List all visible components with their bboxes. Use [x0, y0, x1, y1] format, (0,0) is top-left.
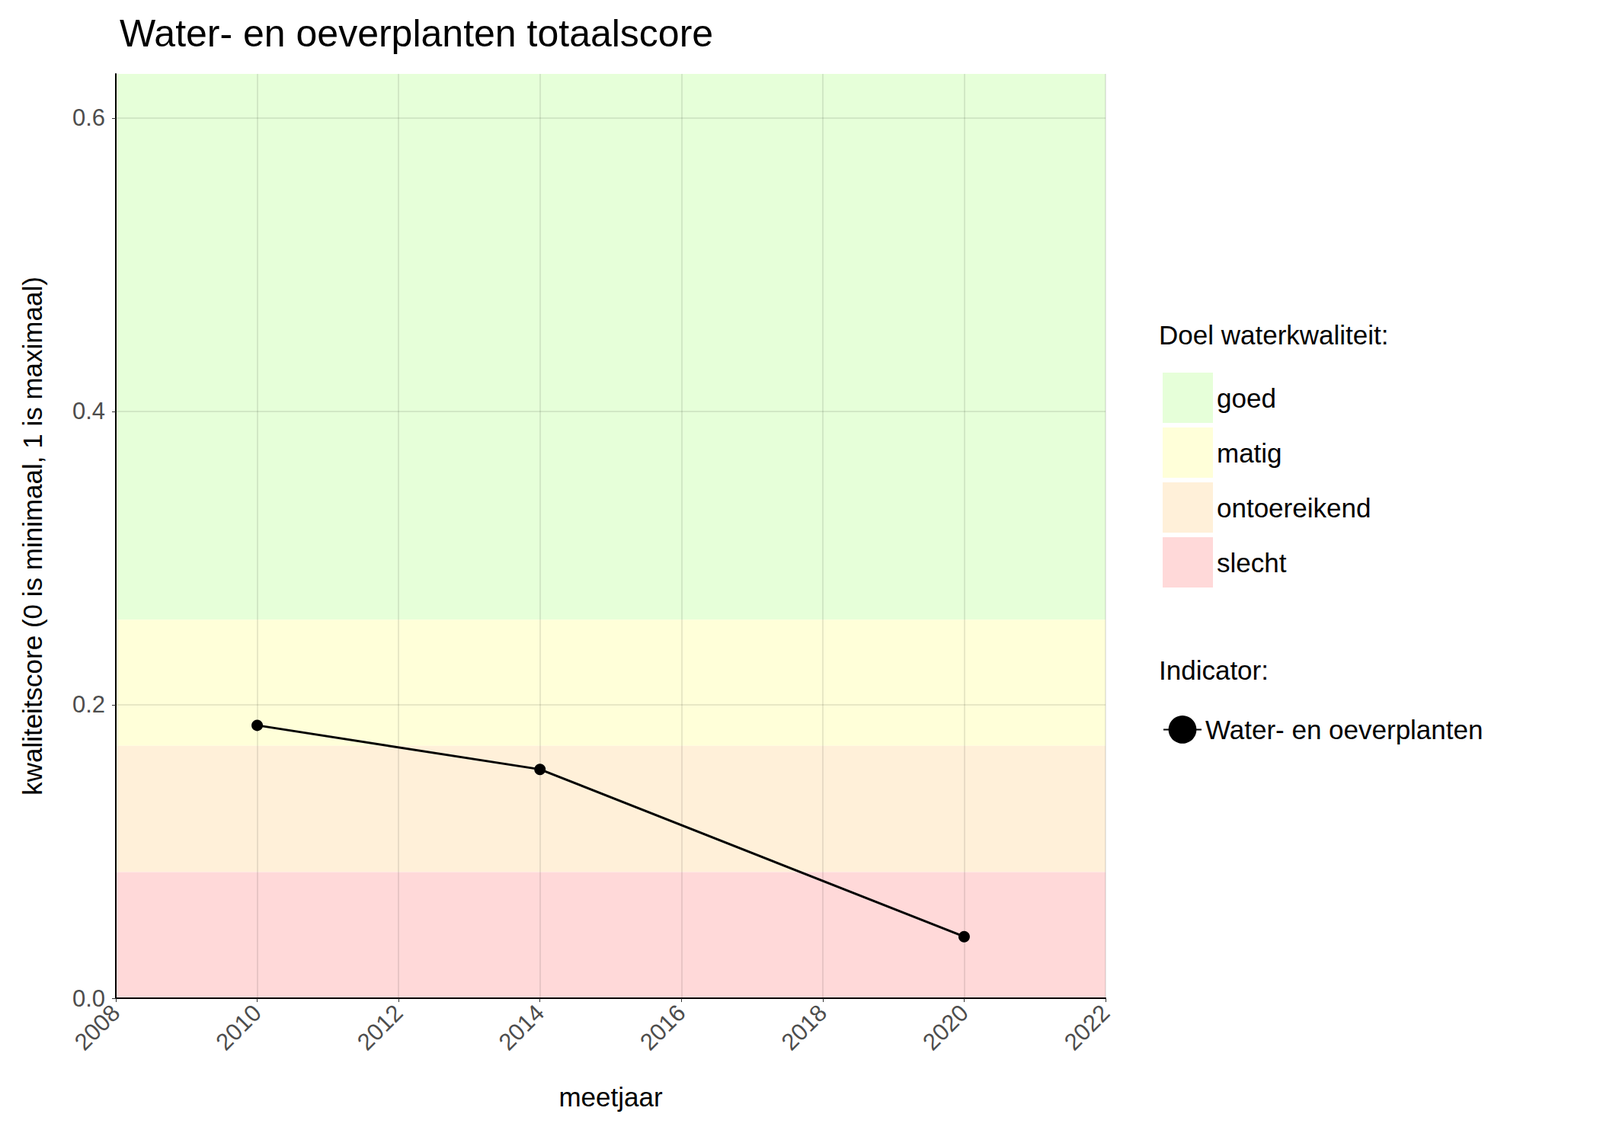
svg-text:2020: 2020	[917, 999, 973, 1056]
svg-text:Indicator:: Indicator:	[1158, 655, 1269, 685]
svg-text:2018: 2018	[776, 999, 832, 1056]
svg-text:2022: 2022	[1059, 999, 1115, 1056]
svg-text:2010: 2010	[210, 999, 266, 1056]
svg-text:0.2: 0.2	[72, 691, 106, 718]
svg-text:2014: 2014	[493, 999, 550, 1056]
svg-text:0.0: 0.0	[72, 984, 106, 1012]
svg-text:2016: 2016	[634, 999, 691, 1056]
svg-text:2008: 2008	[69, 999, 125, 1056]
svg-text:0.4: 0.4	[72, 397, 106, 425]
svg-text:matig: matig	[1216, 438, 1283, 468]
svg-text:2012: 2012	[352, 999, 408, 1056]
svg-text:ontoereikend: ontoereikend	[1216, 492, 1371, 523]
svg-text:slecht: slecht	[1216, 547, 1287, 578]
svg-text:Water- en oeverplanten totaals: Water- en oeverplanten totaalscore	[119, 12, 714, 55]
svg-text:kwaliteitscore (0 is minimaal,: kwaliteitscore (0 is minimaal, 1 is maxi…	[17, 276, 48, 796]
svg-text:0.6: 0.6	[72, 104, 106, 132]
svg-text:meetjaar: meetjaar	[558, 1081, 663, 1112]
svg-text:Water- en oeverplanten: Water- en oeverplanten	[1205, 714, 1483, 745]
svg-text:Doel waterkwaliteit:: Doel waterkwaliteit:	[1158, 320, 1389, 350]
svg-text:goed: goed	[1216, 383, 1277, 413]
